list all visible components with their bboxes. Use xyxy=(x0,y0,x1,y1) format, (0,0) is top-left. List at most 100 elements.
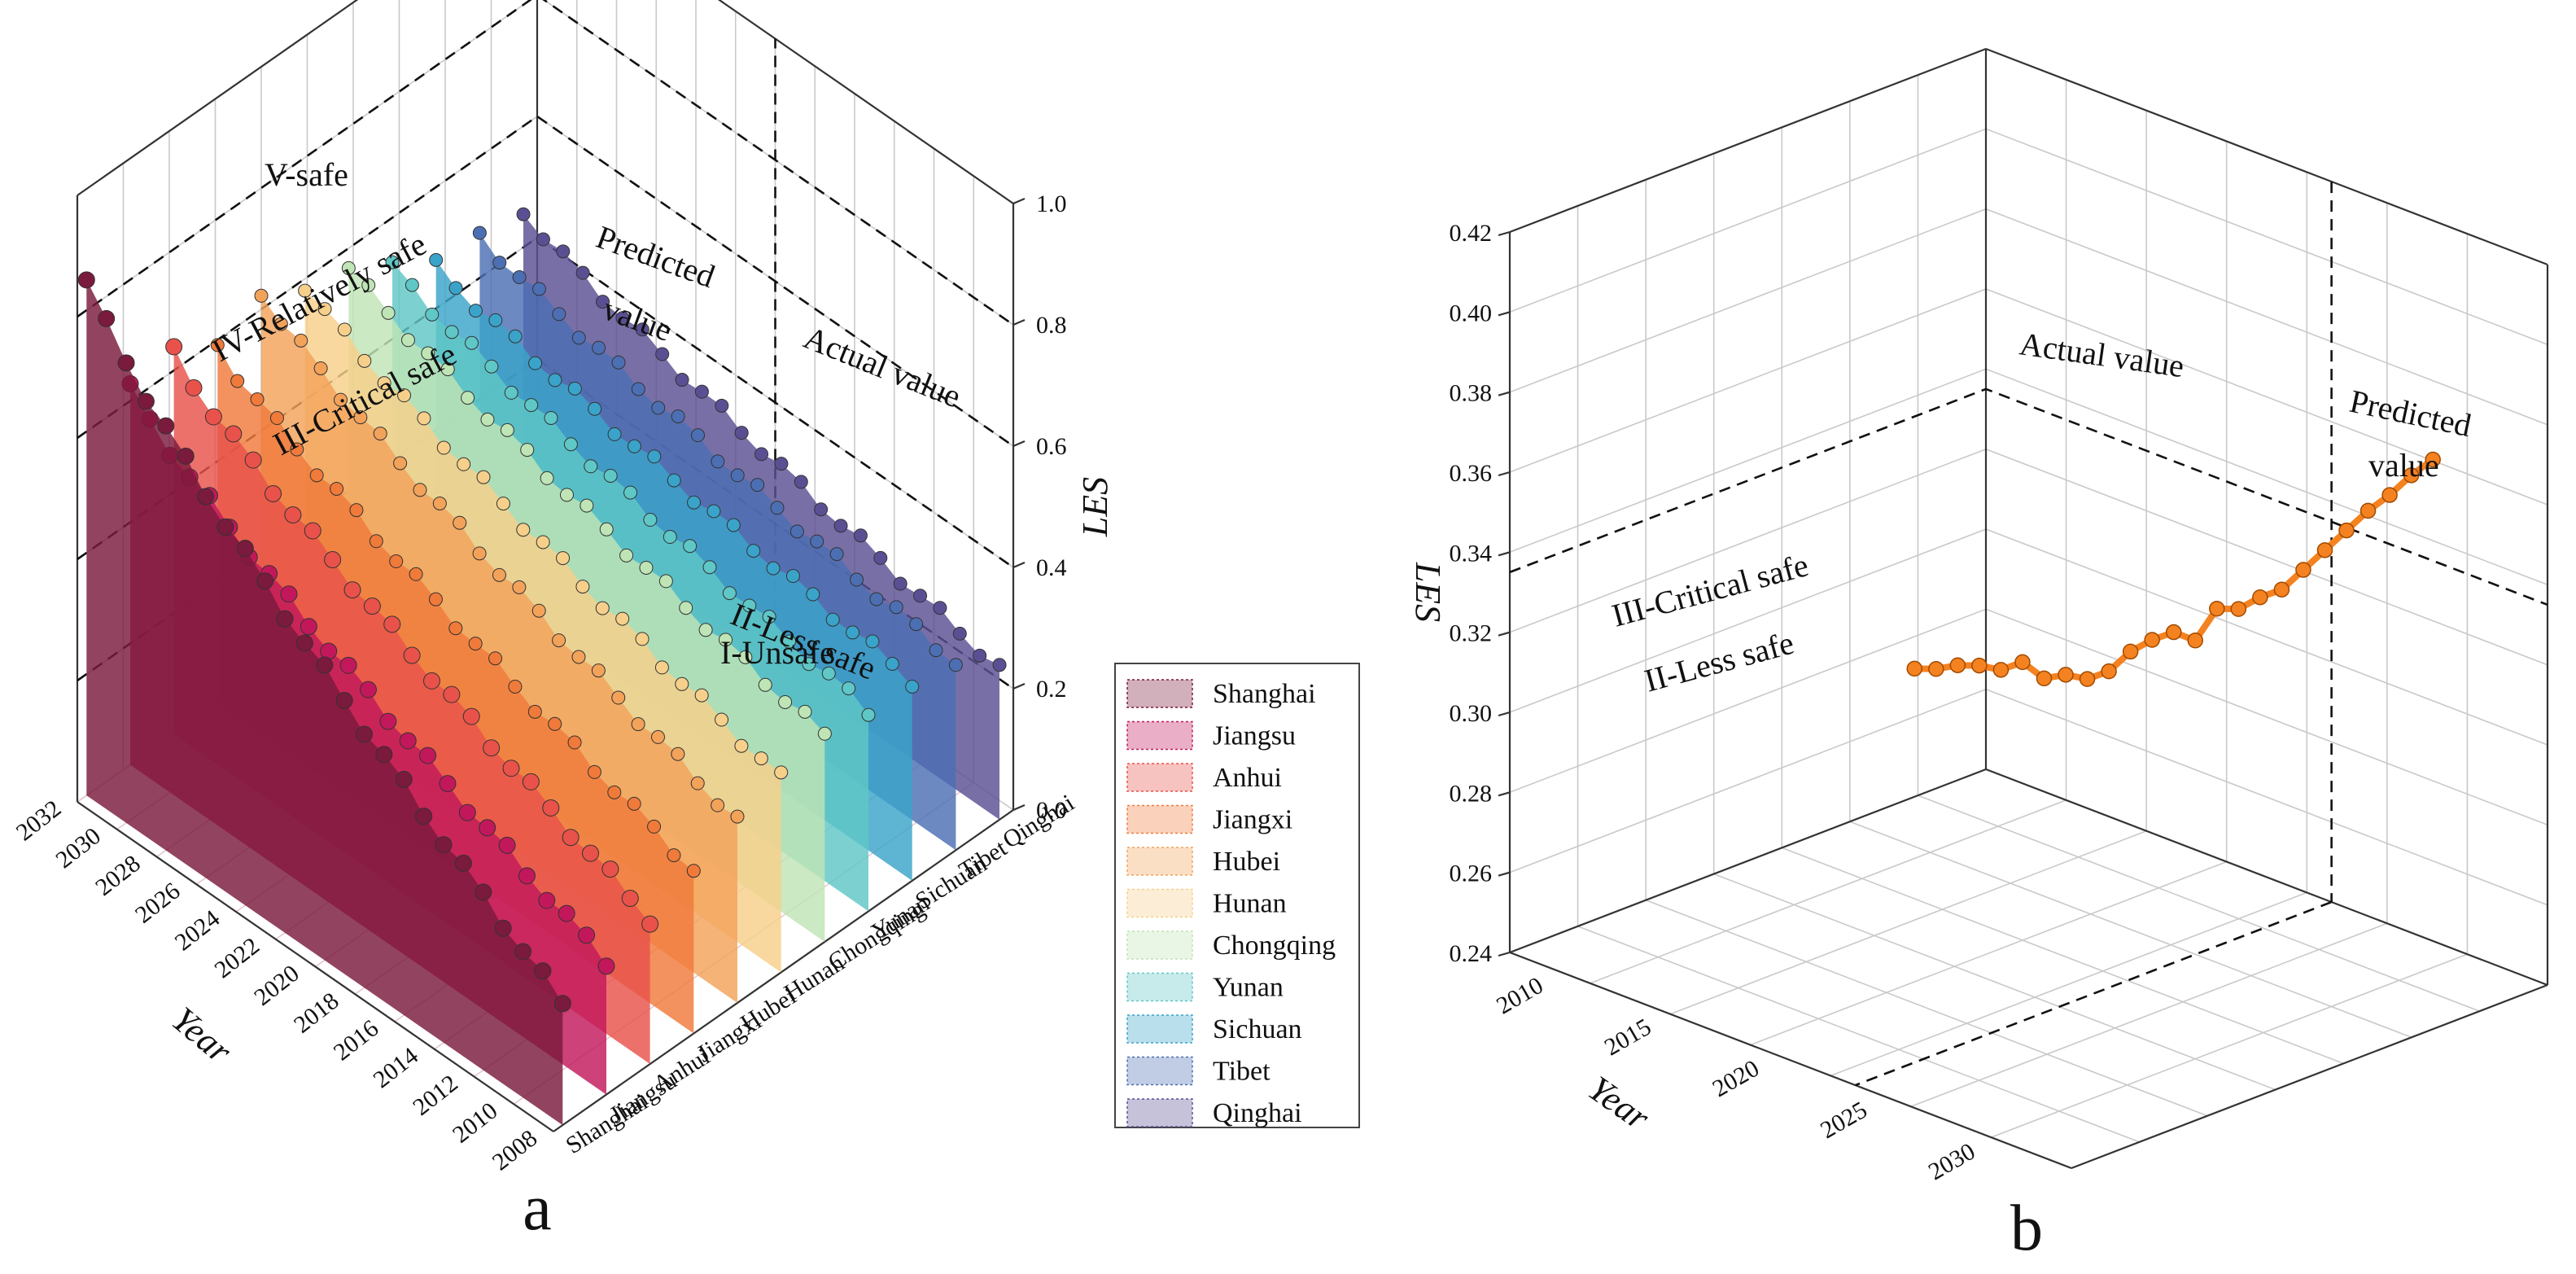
frame-edge xyxy=(1509,951,2072,1170)
data-point xyxy=(294,333,308,348)
tick-mark xyxy=(1012,803,1026,812)
data-point xyxy=(929,643,943,658)
data-point xyxy=(197,488,215,506)
data-point xyxy=(522,773,540,790)
data-point xyxy=(1906,660,1922,677)
data-point xyxy=(361,278,376,292)
data-point xyxy=(814,502,829,517)
series-line xyxy=(1914,457,2435,683)
year-tick-label: 2016 xyxy=(329,1015,384,1066)
year-tick-label: 2032 xyxy=(11,795,67,847)
frame-edge xyxy=(77,0,359,196)
les-tick-label: 0.6 xyxy=(1036,433,1067,460)
les-tick-label: 0.2 xyxy=(1036,676,1067,703)
year-tick-label: 2014 xyxy=(368,1042,423,1093)
data-point xyxy=(599,522,614,536)
data-point xyxy=(399,732,417,750)
data-point xyxy=(715,712,729,727)
data-point xyxy=(448,281,463,296)
data-point xyxy=(548,716,562,731)
data-point xyxy=(597,957,615,975)
data-point xyxy=(488,651,503,666)
data-point xyxy=(726,518,741,532)
dashed-guides xyxy=(1509,182,2548,1087)
data-point xyxy=(276,610,294,628)
floor-grid-line xyxy=(1910,922,2388,1108)
data-point xyxy=(711,454,725,469)
les-axis-label: LES xyxy=(1408,562,1448,622)
series-wall-shanghai xyxy=(86,279,563,1126)
data-point xyxy=(587,764,601,779)
data-point xyxy=(309,468,324,483)
les-tick-label: 0.34 xyxy=(1450,540,1493,567)
data-point xyxy=(567,735,582,750)
data-point xyxy=(488,313,503,327)
data-point xyxy=(563,437,578,452)
data-point xyxy=(254,288,269,303)
data-point xyxy=(584,459,598,474)
data-point xyxy=(654,660,669,675)
data-point xyxy=(538,891,556,909)
legend-swatch xyxy=(1126,972,1193,1002)
tick-mark xyxy=(1498,791,1511,797)
data-point xyxy=(782,634,797,649)
panel-a-label: a xyxy=(523,1172,552,1244)
year-tick-label: 2030 xyxy=(50,822,106,873)
data-point xyxy=(230,374,245,388)
floor-grid-line xyxy=(1918,795,2480,1012)
data-point xyxy=(2230,601,2247,617)
data-point xyxy=(821,666,836,681)
les-tick-label: 0.8 xyxy=(1036,312,1067,339)
data-point xyxy=(2144,632,2160,648)
year-tick-label: 2025 xyxy=(1816,1097,1871,1145)
year-tick-label: 2020 xyxy=(249,960,304,1011)
les-tick-label: 0.30 xyxy=(1450,700,1493,727)
data-point xyxy=(357,353,372,368)
data-point xyxy=(885,657,899,672)
data-point xyxy=(395,770,413,788)
data-point xyxy=(379,712,397,730)
les-tick-label: 1.0 xyxy=(1036,190,1067,217)
data-point xyxy=(2360,502,2377,519)
data-point xyxy=(448,621,463,636)
data-point xyxy=(909,617,924,632)
data-point xyxy=(567,381,582,396)
data-point xyxy=(588,401,602,416)
data-point xyxy=(343,581,361,599)
data-point xyxy=(516,207,531,221)
data-point xyxy=(440,362,455,377)
les-tick-label: 0.42 xyxy=(1450,220,1493,247)
data-point xyxy=(2338,522,2355,539)
data-point xyxy=(256,572,274,590)
data-point xyxy=(810,534,824,549)
data-point xyxy=(738,650,753,664)
year-tick-label: 2026 xyxy=(130,878,186,929)
year-tick-label: 2015 xyxy=(1600,1014,1655,1062)
frame-edge xyxy=(1985,47,2548,266)
year-tick-label: 2028 xyxy=(90,850,146,901)
data-point xyxy=(615,311,630,326)
data-point xyxy=(548,373,562,387)
data-point xyxy=(559,488,574,502)
data-point xyxy=(265,484,282,502)
les-tick-label: 0.26 xyxy=(1450,860,1493,887)
data-point xyxy=(603,468,618,483)
tick-mark xyxy=(1498,551,1511,557)
floor-grid-line xyxy=(1590,799,2066,984)
data-point xyxy=(400,333,415,348)
legend-label: Hunan xyxy=(1213,889,1287,919)
data-point xyxy=(742,598,757,613)
data-point xyxy=(462,707,480,725)
data-point xyxy=(528,356,543,370)
data-point xyxy=(562,829,579,847)
data-point xyxy=(746,544,761,558)
data-point xyxy=(443,685,461,703)
floor-grid-line xyxy=(1669,830,2147,1015)
actual-predicted-floor-divider xyxy=(1855,900,2333,1087)
data-point xyxy=(2381,487,2398,503)
wall-grid-line xyxy=(1509,768,2548,986)
data-point xyxy=(973,648,987,663)
data-point xyxy=(578,926,596,944)
data-point xyxy=(480,412,495,427)
